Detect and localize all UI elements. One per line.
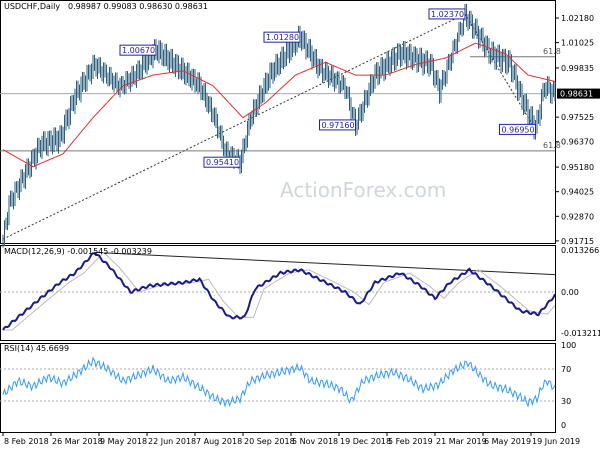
x-tick-label: 5 Feb 2019 [388, 437, 433, 446]
macd-signal-line [3, 251, 556, 331]
macd-trendline [94, 251, 556, 276]
chart-title: USDCHF,Daily [4, 2, 60, 11]
price-annotation-label: 0.97160 [322, 121, 355, 130]
y-tick-label: 0.91715 [561, 237, 594, 246]
macd-y-label: -0.013211 [561, 329, 600, 338]
y-tick-label: 0.94025 [561, 188, 594, 197]
moving-average-line [2, 42, 556, 168]
x-tick-label: 6 May 2019 [484, 437, 531, 446]
price-annotation-label: 1.02370 [431, 10, 464, 19]
macd-y-label: 0.013266 [561, 246, 599, 255]
watermark: ActionForex.com [280, 178, 446, 202]
panel-frame [0, 0, 556, 244]
macd-line [2, 252, 556, 331]
price-annotation-label: 1.00670 [122, 46, 155, 55]
price-annotation-box [203, 156, 241, 168]
rsi-y-label: 30 [561, 397, 571, 406]
y-tick-label: 1.01025 [561, 39, 594, 48]
panel-frame [0, 343, 556, 433]
price-annotation-label: 0.96950 [502, 125, 535, 134]
ohlc-readout: 0.98987 0.99083 0.98630 0.98631 [68, 2, 208, 11]
macd-y-label: 0.00 [561, 288, 579, 297]
x-tick-label: 5 Nov 2018 [292, 437, 338, 446]
rsi-title: RSI(14) 45.6699 [4, 344, 69, 353]
current-price-badge [557, 88, 600, 99]
price-annotation-label: 1.01280 [266, 33, 299, 42]
panel-frame [0, 245, 556, 341]
current-price-label: 0.98631 [560, 90, 593, 99]
x-tick-label: 26 Mar 2018 [52, 437, 103, 446]
x-tick-label: 19 Jun 2019 [532, 437, 580, 446]
y-tick-label: 0.97525 [561, 113, 594, 122]
fib-label: 61.8 [543, 47, 561, 56]
price-annotation-box [499, 123, 536, 135]
x-tick-label: 21 Mar 2019 [436, 437, 487, 446]
x-tick-label: 9 May 2018 [100, 437, 147, 446]
x-tick-label: 8 Feb 2018 [4, 437, 49, 446]
rsi-y-label: 70 [561, 365, 571, 374]
x-tick-label: 22 Jun 2018 [148, 437, 196, 446]
price-annotation-box [263, 31, 301, 43]
x-tick-label: 20 Sep 2018 [244, 437, 295, 446]
rsi-y-label: 0 [561, 421, 566, 430]
price-annotation-box [119, 44, 157, 56]
y-tick-label: 0.99835 [561, 64, 594, 73]
price-annotation-box [428, 8, 466, 20]
y-tick-label: 0.92870 [561, 212, 594, 221]
y-tick-label: 0.96370 [561, 138, 594, 147]
price-annotation-box [319, 119, 356, 131]
x-tick-label: 19 Dec 2018 [340, 437, 391, 446]
y-tick-label: 1.02180 [561, 14, 594, 23]
rsi-line [2, 356, 556, 408]
trendline [2, 13, 466, 240]
fib-label: 61.8 [543, 141, 561, 150]
x-tick-label: 7 Aug 2018 [196, 437, 242, 446]
y-tick-label: 0.95180 [561, 163, 594, 172]
rsi-y-label: 100 [561, 341, 576, 350]
price-annotation-label: 0.95410 [206, 158, 239, 167]
macd-title: MACD(12,26,9) -0.001545 -0.003239 [4, 247, 152, 256]
